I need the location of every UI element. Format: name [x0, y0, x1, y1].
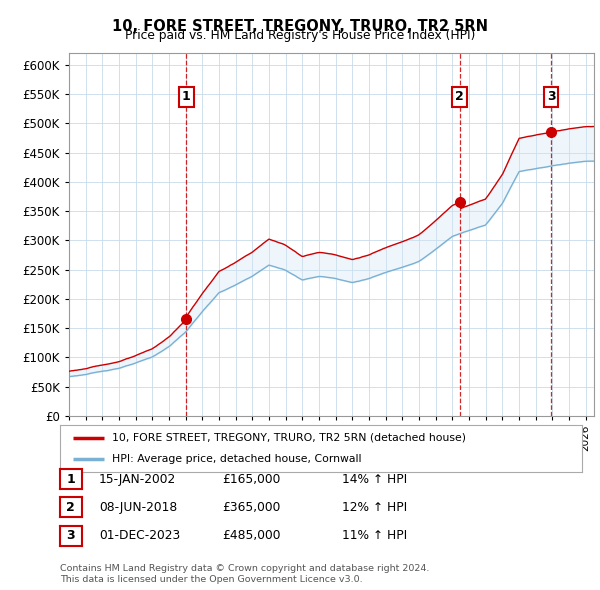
Text: 14% ↑ HPI: 14% ↑ HPI: [342, 473, 407, 486]
Text: HPI: Average price, detached house, Cornwall: HPI: Average price, detached house, Corn…: [112, 454, 362, 464]
Text: Price paid vs. HM Land Registry's House Price Index (HPI): Price paid vs. HM Land Registry's House …: [125, 30, 475, 42]
Text: 08-JUN-2018: 08-JUN-2018: [99, 501, 177, 514]
Text: £365,000: £365,000: [222, 501, 280, 514]
Text: This data is licensed under the Open Government Licence v3.0.: This data is licensed under the Open Gov…: [60, 575, 362, 584]
Text: 15-JAN-2002: 15-JAN-2002: [99, 473, 176, 486]
Text: Contains HM Land Registry data © Crown copyright and database right 2024.: Contains HM Land Registry data © Crown c…: [60, 565, 430, 573]
Text: £485,000: £485,000: [222, 529, 281, 542]
Text: 1: 1: [182, 90, 191, 103]
Text: £165,000: £165,000: [222, 473, 280, 486]
Text: 12% ↑ HPI: 12% ↑ HPI: [342, 501, 407, 514]
Text: 3: 3: [547, 90, 556, 103]
Text: 3: 3: [67, 529, 75, 542]
Text: 1: 1: [67, 473, 75, 486]
Text: 10, FORE STREET, TREGONY, TRURO, TR2 5RN: 10, FORE STREET, TREGONY, TRURO, TR2 5RN: [112, 19, 488, 34]
Text: 11% ↑ HPI: 11% ↑ HPI: [342, 529, 407, 542]
Text: 2: 2: [67, 501, 75, 514]
Text: 2: 2: [455, 90, 464, 103]
Text: 10, FORE STREET, TREGONY, TRURO, TR2 5RN (detached house): 10, FORE STREET, TREGONY, TRURO, TR2 5RN…: [112, 432, 466, 442]
Text: 01-DEC-2023: 01-DEC-2023: [99, 529, 180, 542]
